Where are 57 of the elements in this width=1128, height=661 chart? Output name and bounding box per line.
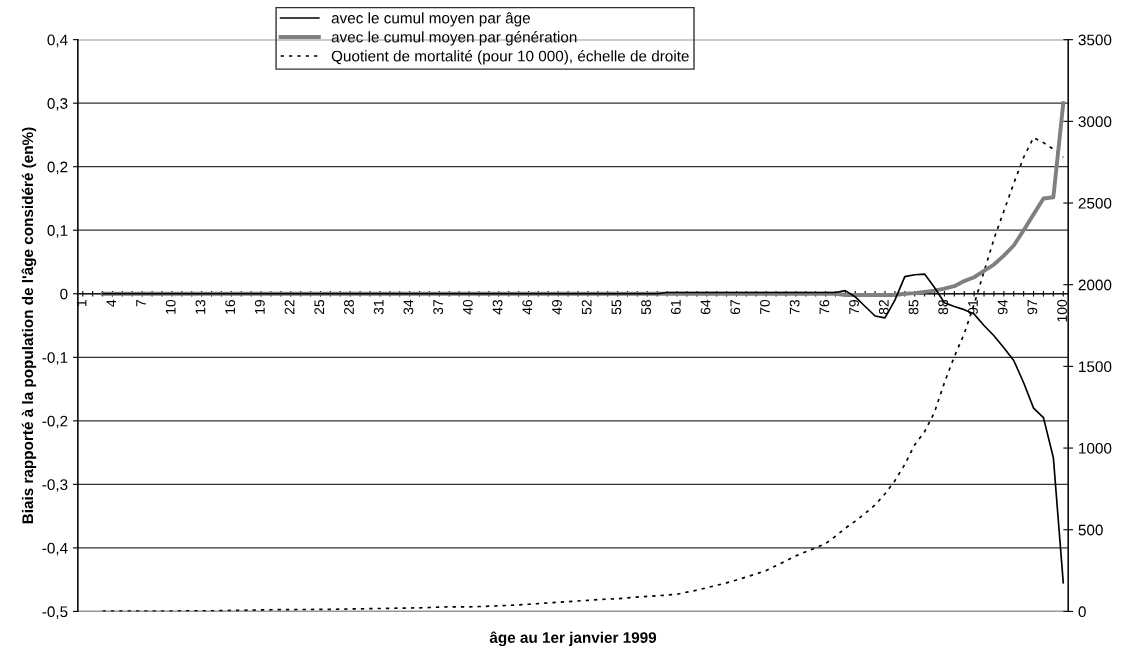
- x-tick-label: 79: [849, 299, 860, 315]
- x-tick-label: 82: [878, 300, 889, 315]
- y-tick-label: 0,1: [47, 225, 68, 238]
- y-tick-label: -0,1: [42, 352, 68, 365]
- x-tick-label: 46: [522, 299, 533, 315]
- x-tick-label: 73: [789, 299, 800, 315]
- x-axis-title: âge au 1er janvier 1999: [489, 631, 657, 647]
- y-axis-title: Biais rapporté à la population de l'âge considéré (en%): [21, 127, 37, 524]
- y2-tick-label: 1000: [1079, 442, 1112, 454]
- y2-tick-label: 2000: [1078, 279, 1112, 291]
- y-tick-label: -0,2: [42, 415, 68, 429]
- x-tick-label: 70: [760, 299, 770, 315]
- x-tick-label: 28: [344, 299, 354, 315]
- x-tick-label: 64: [700, 299, 711, 315]
- y-tick-label: 0,4: [47, 34, 68, 48]
- y2-tick-label: 3500: [1078, 34, 1112, 46]
- x-tick-label: 1: [76, 300, 87, 306]
- y-tick-label: -0,3: [42, 479, 68, 492]
- x-tick-label: 34: [403, 299, 414, 315]
- x-tick-label: 94: [997, 299, 1008, 315]
- x-tick-label: 88: [938, 299, 949, 315]
- y2-tick-label: 3000: [1078, 116, 1112, 128]
- x-tick-label: 52: [581, 300, 592, 315]
- y-tick-label: 0: [60, 288, 68, 300]
- x-tick-label: 43: [492, 299, 503, 315]
- x-tick-label: 4: [106, 299, 117, 307]
- x-tick-label: 25: [314, 299, 325, 315]
- y-tick-label: 0,2: [47, 161, 68, 175]
- x-tick-label: 22: [284, 300, 295, 315]
- legend-label: avec le cumul moyen par âge: [331, 12, 530, 27]
- x-tick-label: 91: [968, 300, 978, 315]
- x-tick-label: 67: [730, 300, 741, 315]
- y-tick-label: -0,4: [42, 542, 68, 556]
- x-tick-label: 40: [462, 299, 473, 315]
- y2-tick-label: 0: [1078, 606, 1086, 618]
- x-tick-label: 76: [819, 299, 830, 315]
- x-tick-label: 97: [1027, 300, 1038, 315]
- x-tick-label: 13: [195, 299, 206, 314]
- x-tick-label: 49: [552, 299, 562, 315]
- x-tick-label: 19: [254, 299, 265, 314]
- y-tick-label: 0,3: [47, 98, 68, 111]
- y-tick-label: -0,5: [42, 606, 68, 619]
- legend-label: Quotient de mortalité (pour 10 000), échelle de droite: [331, 50, 689, 65]
- y2-tick-label: 2500: [1078, 197, 1112, 209]
- legend-label: avec le cumul moyen par génération: [331, 31, 577, 46]
- x-tick-label: 37: [433, 300, 444, 315]
- y2-tick-label: 1500: [1079, 361, 1112, 373]
- x-tick-label: 16: [225, 299, 236, 314]
- x-tick-label: 58: [641, 299, 652, 315]
- y2-tick-label: 500: [1078, 524, 1103, 536]
- x-tick-label: 61: [670, 300, 681, 315]
- x-tick-label: 55: [611, 299, 622, 315]
- x-tick-label: 7: [136, 300, 146, 307]
- x-tick-label: 85: [908, 299, 919, 315]
- x-tick-label: 100: [1057, 299, 1067, 322]
- x-tick-label: 31: [373, 300, 384, 315]
- x-tick-label: 10: [165, 299, 176, 314]
